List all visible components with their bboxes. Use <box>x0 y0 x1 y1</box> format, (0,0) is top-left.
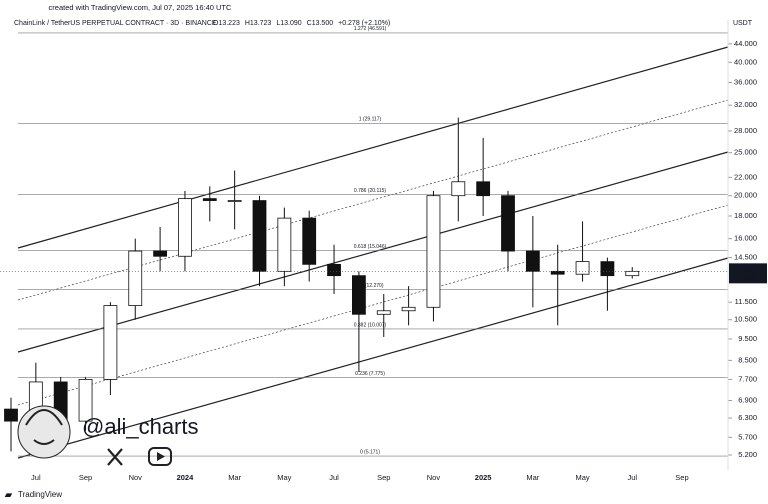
currency: USDT <box>733 20 753 27</box>
channel <box>17 46 729 459</box>
candle-body <box>153 250 168 257</box>
y-tick-label: 11.500 <box>735 297 757 306</box>
channel-mid <box>17 151 729 353</box>
candle-body <box>252 200 267 272</box>
symbol: ChainLink / TetherUS PERPETUAL CONTRACT … <box>14 20 217 27</box>
candle-body <box>525 250 540 272</box>
candle-body <box>4 408 18 422</box>
x-tick-label: Jul <box>31 473 41 482</box>
y-tick-label: 36.000 <box>734 78 757 87</box>
ohlc-value: L13.090 <box>276 20 301 27</box>
brand: TradingView <box>18 490 62 499</box>
fib-label: 0.5 (12.270) <box>357 283 384 289</box>
candle-body <box>178 198 192 257</box>
y-tick-label: 14.500 <box>734 253 757 262</box>
candle-body <box>575 261 590 275</box>
y-tick-label: 18.000 <box>734 211 757 220</box>
x-tick-label: Jul <box>329 473 339 482</box>
avatar-face <box>25 409 63 445</box>
y-tick-label: 28.000 <box>734 126 757 135</box>
y-tick-label: 6.900 <box>738 396 757 405</box>
fib-label: 0.786 (20.115) <box>354 188 386 194</box>
x-tick-label: May <box>277 473 291 482</box>
x-tick-label: Sep <box>79 473 92 482</box>
youtube-icon <box>148 447 172 466</box>
created-note: created with TradingView.com, Jul 07, 20… <box>49 3 232 12</box>
candle-body <box>302 217 317 265</box>
channel-dotted <box>17 99 729 301</box>
ohlc-value: C13.500 <box>307 20 334 27</box>
watermark-text: @ali_charts <box>82 414 199 439</box>
x-tick-label: 2024 <box>177 473 195 482</box>
y-tick-label: 22.000 <box>734 172 757 181</box>
x-tick-label: Jul <box>627 473 637 482</box>
fib-label: 1.272 (46.591) <box>354 26 387 32</box>
y-tick-label: 6.300 <box>738 413 757 422</box>
candle-body <box>600 261 615 277</box>
ohlc-value: O13.223 <box>213 20 240 27</box>
candle-body <box>376 310 391 315</box>
plot: 1.272 (46.591) 1 (29.117) 0.786 (20.115) 0.… <box>4 26 728 457</box>
fib-label: 1 (29.117) <box>359 117 382 123</box>
candle-body <box>202 198 217 201</box>
candle-body <box>451 181 466 197</box>
x-tick-label: 2025 <box>475 473 492 482</box>
y-tick-label: 16.000 <box>734 234 757 243</box>
candle-body <box>625 270 640 277</box>
channel-top <box>17 46 729 249</box>
candle-body <box>501 195 515 252</box>
candle-body <box>476 181 491 197</box>
candle-body <box>327 263 341 277</box>
youtube-play <box>157 452 165 461</box>
last-price-label: 13.500 <box>734 264 757 273</box>
y-tick-label: 7.700 <box>738 374 757 383</box>
last-price-tag <box>729 263 767 284</box>
x-tick-label: May <box>575 473 589 482</box>
candle-body <box>78 379 93 422</box>
y-tick-label: 9.500 <box>738 334 757 343</box>
x-tick-label: Sep <box>675 473 688 482</box>
fib-label: 0 (5.171) <box>360 449 380 455</box>
candle-body <box>401 306 416 312</box>
candle-body <box>227 200 242 202</box>
candle-body <box>426 195 441 308</box>
candle-body <box>128 250 143 306</box>
x-tick-label: Mar <box>526 473 539 482</box>
channel-bottom <box>17 257 729 459</box>
candle-body <box>277 217 292 272</box>
avatar <box>17 405 71 459</box>
candle-body <box>550 270 565 275</box>
tv-logo: ▰ <box>4 489 13 499</box>
y-tick-label: 5.200 <box>738 450 757 459</box>
y-tick-label: 40.000 <box>734 57 757 66</box>
fib-label: 0.382 (10.007) <box>354 322 387 328</box>
candle-body <box>103 305 118 380</box>
fib-label: 0.236 (7.775) <box>355 371 385 377</box>
y-tick-label: 10.500 <box>734 315 757 324</box>
candle-body <box>351 275 366 315</box>
y-tick-label: 32.000 <box>734 100 757 109</box>
fib-label: 0.618 (15.046) <box>354 244 387 250</box>
x-tick-label: Nov <box>129 473 143 482</box>
y-tick-label: 44.000 <box>734 39 757 48</box>
y-tick-label: 8.500 <box>738 355 757 364</box>
channel-dotted <box>17 204 729 406</box>
y-tick-label: 25.000 <box>734 148 757 157</box>
countdown: 1d 8h <box>741 275 758 282</box>
y-tick-label: 20.000 <box>734 191 757 200</box>
x-icon <box>107 448 123 466</box>
y-tick-label: 5.700 <box>738 432 757 441</box>
x-tick-label: Nov <box>427 473 441 482</box>
ohlc-value: H13.723 <box>245 20 272 27</box>
ohlc-value: +0.278 (+2.10%) <box>338 20 390 27</box>
x-tick-label: Sep <box>377 473 390 482</box>
watermark: @ali_charts <box>17 405 199 466</box>
x-tick-label: Mar <box>228 473 241 482</box>
